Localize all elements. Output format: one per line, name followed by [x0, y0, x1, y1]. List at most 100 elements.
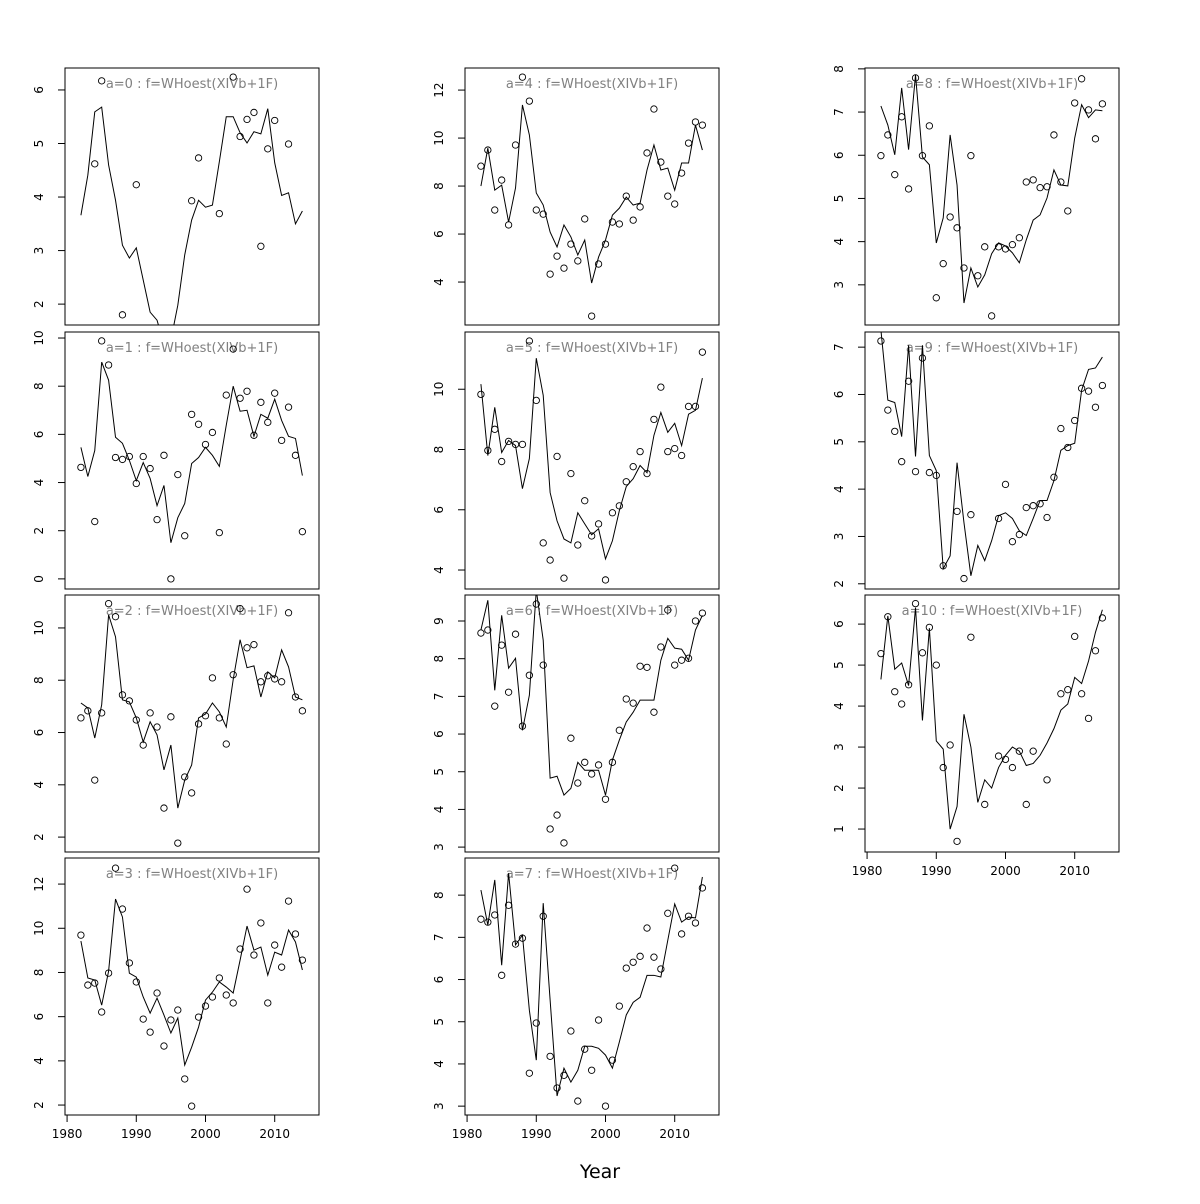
plot-area	[477, 864, 707, 1110]
data-point	[698, 884, 707, 892]
data-point	[574, 1097, 582, 1105]
data-point	[257, 242, 265, 250]
data-point	[925, 468, 934, 477]
panel: 0 2 4 6 8 10 a=1 : f=WHoest(XIVb+1F)	[32, 330, 320, 590]
y-tick-label: 0	[32, 575, 46, 583]
data-point	[698, 609, 707, 617]
data-point	[298, 707, 307, 715]
panel-title: a=0 : f=WHoest(XIVb+1F)	[106, 77, 278, 92]
data-point	[684, 402, 693, 411]
panel: 2 3 4 5 6 a=0 : f=WHoest(XIVb+1F)	[32, 67, 320, 326]
data-point	[1057, 424, 1065, 433]
data-point	[918, 649, 927, 657]
data-point	[684, 139, 693, 147]
data-point	[588, 532, 596, 540]
data-point	[1077, 75, 1086, 83]
data-point	[946, 213, 954, 221]
data-point	[643, 924, 651, 932]
data-point	[664, 909, 672, 917]
data-point	[650, 708, 658, 716]
data-point	[1001, 245, 1010, 253]
data-point	[146, 464, 154, 473]
data-point	[1022, 800, 1030, 809]
plot-area	[80, 73, 303, 325]
y-tick-label: 4	[832, 702, 846, 710]
plot-frame	[464, 594, 720, 853]
data-point	[518, 440, 527, 449]
data-point	[567, 734, 575, 742]
data-point	[939, 260, 947, 268]
data-point	[153, 515, 161, 524]
plot-area	[477, 595, 707, 847]
data-point	[877, 337, 885, 345]
x-tick-label: 2000	[990, 864, 1021, 878]
data-point	[532, 206, 540, 214]
data-point	[1098, 614, 1107, 622]
data-point	[153, 723, 161, 731]
data-point	[615, 220, 623, 228]
data-point	[898, 458, 906, 466]
y-tick-label: 7	[832, 108, 846, 116]
data-point	[167, 575, 175, 583]
panel: 2 4 6 8 10 12 1980 1990 2000 2010 a=3 : f=WHoest(X…	[32, 857, 320, 1141]
data-point	[657, 643, 665, 651]
data-point	[677, 451, 686, 460]
data-point	[622, 478, 630, 486]
data-point	[139, 452, 147, 461]
data-point	[546, 556, 554, 564]
data-point	[271, 675, 279, 683]
data-point	[1064, 686, 1072, 694]
data-point	[284, 897, 293, 905]
data-point	[671, 864, 679, 872]
data-point	[932, 661, 940, 669]
data-point	[118, 311, 127, 319]
plot-area	[477, 73, 707, 320]
data-point	[484, 626, 492, 634]
data-point	[1071, 99, 1079, 107]
panel-title: a=7 : f=WHoest(XIVb+1F)	[506, 867, 678, 882]
data-point	[201, 1002, 210, 1010]
data-point	[477, 162, 485, 170]
data-point	[215, 528, 223, 537]
data-point	[574, 779, 582, 787]
y-tick-label: 12	[32, 876, 46, 891]
data-point	[215, 209, 223, 218]
panel-title: a=4 : f=WHoest(XIVb+1F)	[506, 77, 678, 92]
data-point	[250, 641, 258, 649]
data-point	[918, 354, 927, 362]
data-point	[884, 131, 892, 139]
fitted-line	[480, 595, 703, 796]
data-point	[608, 1056, 617, 1064]
data-point	[657, 158, 665, 166]
y-tick-label: 6	[32, 86, 46, 94]
y-tick-label: 2	[32, 527, 46, 535]
y-tick-label: 2	[832, 784, 846, 792]
data-point	[1064, 207, 1072, 215]
data-point	[960, 574, 968, 583]
y-tick-label: 7	[832, 343, 846, 351]
data-point	[125, 959, 134, 967]
y-tick-label: 4	[432, 1060, 446, 1068]
plot-frame	[464, 331, 720, 590]
data-point	[671, 200, 679, 208]
data-point	[98, 337, 106, 345]
data-point	[953, 224, 961, 232]
data-point	[491, 206, 499, 214]
data-point	[629, 463, 637, 471]
y-tick-label: 7	[432, 934, 446, 942]
data-point	[622, 695, 630, 703]
data-point	[229, 999, 237, 1007]
data-point	[243, 885, 251, 893]
data-point	[188, 197, 196, 205]
plot-area	[877, 599, 1107, 845]
y-tick-label: 2	[32, 300, 46, 308]
data-point	[953, 507, 961, 516]
y-tick-label: 5	[32, 140, 46, 148]
data-point	[298, 956, 307, 964]
data-point	[581, 758, 589, 766]
data-point	[539, 539, 547, 547]
data-point	[671, 444, 679, 453]
data-point	[1022, 503, 1030, 512]
data-point	[601, 576, 610, 584]
data-point	[174, 839, 182, 847]
